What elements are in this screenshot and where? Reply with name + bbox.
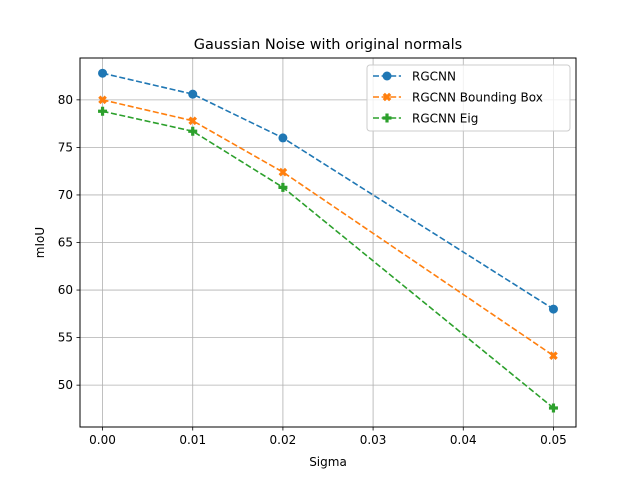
data-point bbox=[188, 126, 198, 136]
legend-label: RGCNN bbox=[412, 70, 456, 84]
x-tick-label: 0.05 bbox=[540, 433, 567, 447]
legend-entry-rgcnn-eig: RGCNN Eig bbox=[373, 112, 478, 126]
y-tick-label: 80 bbox=[58, 93, 73, 107]
y-tick-label: 65 bbox=[58, 236, 73, 250]
data-point bbox=[98, 95, 107, 105]
series-rgcnn bbox=[98, 68, 558, 314]
legend-entry-rgcnn: RGCNN bbox=[373, 70, 456, 84]
data-point bbox=[188, 89, 198, 99]
y-tick-label: 75 bbox=[58, 140, 73, 154]
y-tick-label: 50 bbox=[58, 378, 73, 392]
x-tick-label: 0.02 bbox=[270, 433, 297, 447]
data-point bbox=[98, 106, 108, 116]
x-axis-label: Sigma bbox=[309, 455, 347, 469]
x-tick-label: 0.03 bbox=[360, 433, 387, 447]
series-line bbox=[102, 110, 554, 409]
legend-marker bbox=[382, 113, 392, 123]
y-tick-label: 55 bbox=[58, 331, 73, 345]
chart-title: Gaussian Noise with original normals bbox=[194, 37, 463, 53]
data-point bbox=[549, 351, 558, 360]
series-line bbox=[102, 72, 554, 310]
grid bbox=[80, 58, 576, 427]
y-tick-label: 70 bbox=[58, 188, 73, 202]
x-tick-label: 0.00 bbox=[89, 433, 116, 447]
data-point bbox=[548, 403, 558, 413]
legend-label: RGCNN Bounding Box bbox=[412, 91, 543, 105]
series-line bbox=[102, 99, 554, 357]
legend-marker bbox=[382, 71, 392, 81]
legend-box bbox=[366, 64, 571, 132]
legend-label: RGCNN Eig bbox=[412, 112, 478, 126]
data-point bbox=[188, 116, 198, 126]
y-axis-label: mIoU bbox=[33, 227, 47, 258]
data-point bbox=[548, 304, 558, 314]
legend-entry-rgcnn-bounding-box: RGCNN Bounding Box bbox=[373, 91, 543, 105]
series-layer bbox=[98, 68, 558, 413]
legend-marker bbox=[382, 92, 392, 102]
data-point bbox=[278, 167, 288, 177]
ticks: 0.00 0.01 0.02 0.03 0.04 0.05 50 55 60 65 70 75 80 bbox=[58, 93, 567, 447]
y-tick-label: 60 bbox=[58, 283, 73, 297]
data-point bbox=[278, 133, 288, 143]
x-tick-label: 0.04 bbox=[450, 433, 477, 447]
data-point bbox=[278, 182, 288, 192]
series-rgcnn-bounding-box bbox=[98, 95, 558, 360]
data-point bbox=[98, 68, 108, 78]
legend: RGCNN RGCNN Bounding Box RGCNN Eig bbox=[366, 64, 571, 132]
x-tick-label: 0.01 bbox=[179, 433, 206, 447]
series-rgcnn-eig bbox=[98, 106, 558, 413]
